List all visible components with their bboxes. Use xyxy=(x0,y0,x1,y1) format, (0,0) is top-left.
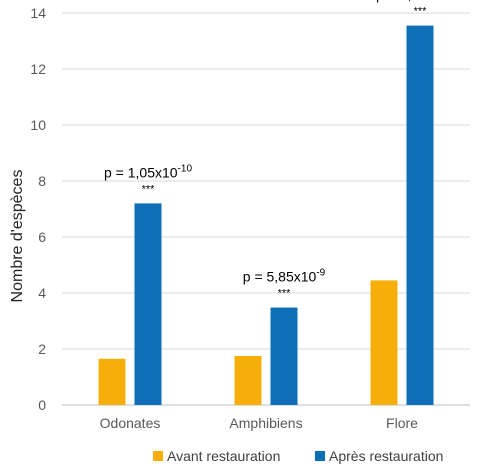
legend-swatch xyxy=(153,451,163,461)
p-value-label: p = 1,01x10-16 xyxy=(376,0,464,3)
category-label: Amphibiens xyxy=(229,415,302,431)
y-tick-label: 8 xyxy=(38,173,46,189)
bar-odonates-apres xyxy=(134,203,162,405)
bar-amphibiens-avant xyxy=(234,356,262,405)
y-tick-label: 4 xyxy=(38,285,46,301)
significance-stars: *** xyxy=(278,288,292,300)
y-tick-label: 12 xyxy=(30,61,46,77)
y-tick-label: 2 xyxy=(38,341,46,357)
bar-flore-apres xyxy=(406,25,434,405)
legend-swatch xyxy=(315,451,325,461)
category-label: Odonates xyxy=(100,415,161,431)
p-value-label: p = 1,05x10-10 xyxy=(104,163,192,180)
p-value-label: p = 5,85x10-9 xyxy=(243,268,326,285)
y-tick-label: 10 xyxy=(30,117,46,133)
y-axis-label: Nombre d'espèces xyxy=(9,170,26,303)
significance-annotations: p = 1,05x10-10 *** p = 5,85x10-9 *** p = 1,0… xyxy=(104,0,464,300)
bars xyxy=(98,25,434,405)
legend: Avant restauration Après restauration xyxy=(153,448,443,464)
significance-stars: *** xyxy=(414,6,428,18)
bar-flore-avant xyxy=(370,280,398,405)
category-label: Flore xyxy=(386,415,418,431)
bar-odonates-avant xyxy=(98,358,126,405)
significance-stars: *** xyxy=(142,183,156,195)
legend-label: Avant restauration xyxy=(167,448,280,464)
y-tick-label: 6 xyxy=(38,229,46,245)
bar-amphibiens-apres xyxy=(270,307,298,405)
gridlines xyxy=(62,12,470,406)
y-tick-label: 0 xyxy=(38,397,46,413)
y-tick-labels: 0 2 4 6 8 10 12 14 xyxy=(30,5,46,413)
category-labels: Odonates Amphibiens Flore xyxy=(100,415,419,431)
y-tick-label: 14 xyxy=(30,5,46,21)
legend-label: Après restauration xyxy=(329,448,443,464)
